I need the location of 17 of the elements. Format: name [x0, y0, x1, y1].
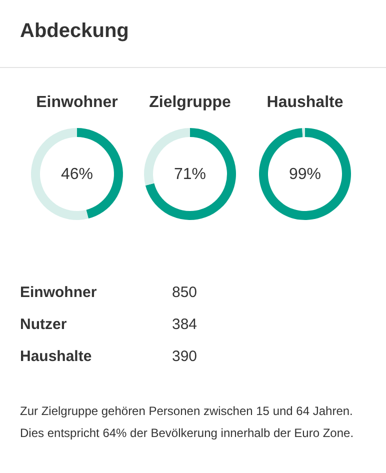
category-label: Nutzer: [20, 314, 68, 334]
chart-title: Zielgruppe: [149, 94, 231, 111]
data-label: 390: [172, 346, 198, 366]
chart-title: Einwohner: [36, 94, 118, 111]
donut-slice: [302, 128, 305, 138]
text: Zur Zielgruppe gehören Personen zwischen 15 und 64 Jahren. Dies entspricht 64% der Bevölkerung innerhalb der Euro Zone.: [20, 403, 355, 442]
chart-title: Haushalte: [266, 94, 344, 111]
text: 71%: [174, 166, 206, 183]
category-label: Haushalte: [20, 346, 93, 366]
donut-slice: [259, 128, 351, 220]
data-label: 384: [172, 314, 198, 334]
data-label: 850: [172, 282, 198, 302]
text: 46%: [60, 166, 94, 183]
donut-slice: [145, 128, 236, 220]
category-label: Einwohner: [20, 282, 98, 302]
text: 99%: [288, 166, 322, 183]
text: Abdeckung: [20, 20, 129, 43]
